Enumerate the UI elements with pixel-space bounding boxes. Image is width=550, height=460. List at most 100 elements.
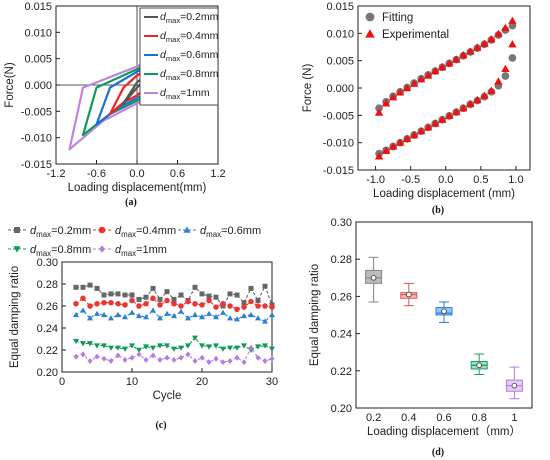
legend-subscript: max	[121, 249, 136, 258]
y-axis-label: Equal damping ratio	[9, 266, 21, 368]
data-point	[438, 115, 447, 123]
data-point	[171, 356, 177, 363]
data-point	[87, 341, 93, 347]
data-point	[80, 284, 86, 290]
data-point	[157, 343, 163, 349]
data-point	[129, 292, 135, 298]
data-point	[227, 291, 233, 297]
data-point	[388, 93, 398, 101]
x-tick-label: 1.2	[210, 168, 225, 180]
data-point	[101, 355, 107, 362]
data-point	[508, 16, 517, 24]
data-point	[374, 108, 384, 116]
x-tick-label: 1.0	[508, 174, 523, 186]
data-point	[87, 303, 93, 309]
x-tick-label: 0.0	[438, 174, 453, 186]
data-point	[431, 66, 440, 75]
data-point	[501, 64, 510, 72]
panel-caption: (b)	[432, 205, 444, 216]
legend-tail: =0.2mm	[180, 11, 218, 23]
y-tick-label: 0.000	[326, 83, 354, 95]
data-point	[213, 314, 219, 320]
data-point	[487, 35, 496, 43]
data-point	[227, 303, 233, 309]
legend-subscript: max	[206, 230, 221, 239]
data-point	[164, 297, 170, 304]
data-point	[87, 358, 93, 364]
data-point	[410, 130, 419, 139]
legend-swatch	[13, 246, 21, 253]
data-point	[101, 292, 107, 298]
data-point	[388, 142, 398, 150]
y-tick-label: 0.015	[326, 1, 354, 13]
y-tick-label: 0.000	[24, 80, 52, 92]
data-point	[381, 146, 391, 154]
legend-main: d	[160, 30, 167, 42]
x-tick-label: -0.5	[401, 174, 420, 186]
data-point	[262, 343, 268, 349]
legend-subscript: max	[36, 249, 51, 258]
data-point	[374, 152, 384, 160]
data-point	[87, 282, 93, 288]
panel-caption: (a)	[125, 197, 137, 208]
data-point	[129, 297, 135, 304]
legend-label: dmax=1mm	[160, 87, 210, 101]
data-point	[122, 292, 128, 298]
legend-tail: =0.8mm	[51, 244, 91, 256]
data-point	[115, 352, 121, 359]
data-point	[150, 285, 156, 291]
data-point	[171, 296, 177, 302]
y-tick-label: 0.24	[37, 323, 58, 335]
legend-box	[139, 7, 219, 106]
data-point	[241, 304, 247, 310]
plot-frame	[355, 221, 533, 409]
data-point	[192, 311, 198, 318]
x-tick-label: 0	[59, 376, 65, 388]
y-tick-label: 0.28	[331, 254, 352, 266]
data-point	[494, 77, 503, 85]
legend-swatch	[99, 245, 105, 253]
legend-swatch	[14, 227, 20, 233]
data-point	[410, 79, 419, 87]
legend-tail: =0.2mm	[51, 225, 91, 237]
y-tick-label: 0.22	[37, 345, 58, 357]
data-point	[255, 344, 261, 350]
box-mean	[441, 308, 447, 315]
data-point	[143, 301, 149, 307]
legend-subscript: max	[166, 35, 180, 44]
data-point	[164, 354, 170, 361]
x-tick-label: -1.2	[47, 168, 66, 180]
data-point	[213, 343, 219, 349]
legend-label: dmax=0.6mm	[200, 225, 261, 239]
data-point	[171, 312, 177, 319]
data-point	[157, 302, 163, 308]
legend-swatch	[365, 29, 375, 38]
data-point	[94, 310, 100, 316]
legend-subscript: max	[166, 92, 180, 101]
data-point	[73, 311, 79, 318]
data-point	[508, 54, 517, 62]
data-point	[227, 345, 233, 351]
data-point	[108, 358, 114, 364]
data-point	[115, 345, 121, 351]
panel-caption: (c)	[155, 420, 166, 431]
data-point	[262, 318, 268, 324]
data-point	[234, 345, 240, 351]
data-point	[255, 315, 261, 321]
data-point	[73, 284, 79, 290]
data-point	[220, 309, 226, 315]
data-point	[227, 315, 233, 321]
panel-b: 0.015 0.010 0.005 0.000 -0.005 -0.010 -0.015 -1…	[302, 1, 531, 216]
data-point	[192, 284, 198, 290]
data-point	[213, 355, 219, 362]
legend-main: d	[115, 244, 122, 256]
data-point	[473, 95, 482, 104]
data-point	[143, 344, 149, 350]
data-point	[248, 344, 254, 351]
y-tick-label: 0.015	[24, 1, 52, 13]
data-point	[445, 59, 454, 67]
data-point	[73, 301, 79, 307]
x-tick-label: -1.0	[366, 174, 385, 186]
y-tick-label: 0.010	[24, 27, 52, 39]
data-point	[402, 83, 412, 92]
